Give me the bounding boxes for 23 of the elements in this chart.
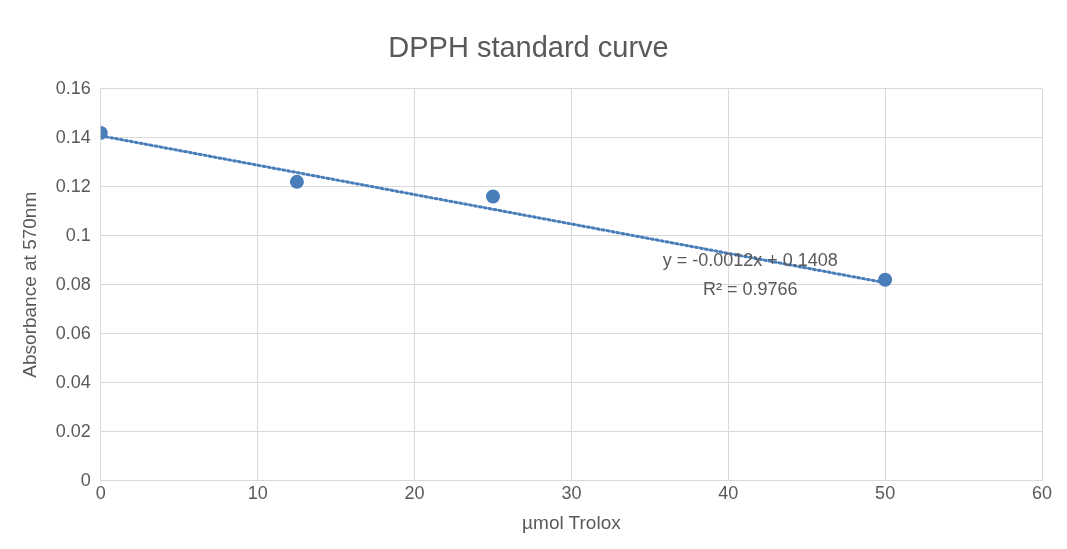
y-tick-label: 0.14 xyxy=(55,126,91,147)
x-axis-title: µmol Trolox xyxy=(522,511,622,533)
y-tick-label: 0.02 xyxy=(55,420,91,441)
y-tick-label: 0.06 xyxy=(55,322,91,343)
y-tick-label: 0.1 xyxy=(65,224,91,245)
y-tick-label: 0.08 xyxy=(55,273,91,294)
y-tick-label: 0 xyxy=(80,469,91,490)
annotation: R² = 0.9766 xyxy=(702,279,798,300)
x-tick-label: 50 xyxy=(875,483,896,504)
x-tick-label: 0 xyxy=(95,483,106,504)
point xyxy=(289,174,304,189)
x-tick-label: 30 xyxy=(561,483,582,504)
point xyxy=(485,189,500,204)
y-tick-label: 0.12 xyxy=(55,175,91,196)
x-tick-label: 40 xyxy=(718,483,739,504)
y-tick-label: 0.04 xyxy=(55,371,91,392)
y-tick-label: 0.16 xyxy=(55,77,91,98)
x-tick-label: 20 xyxy=(404,483,425,504)
point xyxy=(878,272,893,287)
y-axis-title: Absorbance at 570nm xyxy=(18,191,40,378)
x-tick-label: 60 xyxy=(1031,483,1053,504)
chart-title: DPPH standard curve xyxy=(388,31,669,64)
x-tick-label: 10 xyxy=(247,483,268,504)
